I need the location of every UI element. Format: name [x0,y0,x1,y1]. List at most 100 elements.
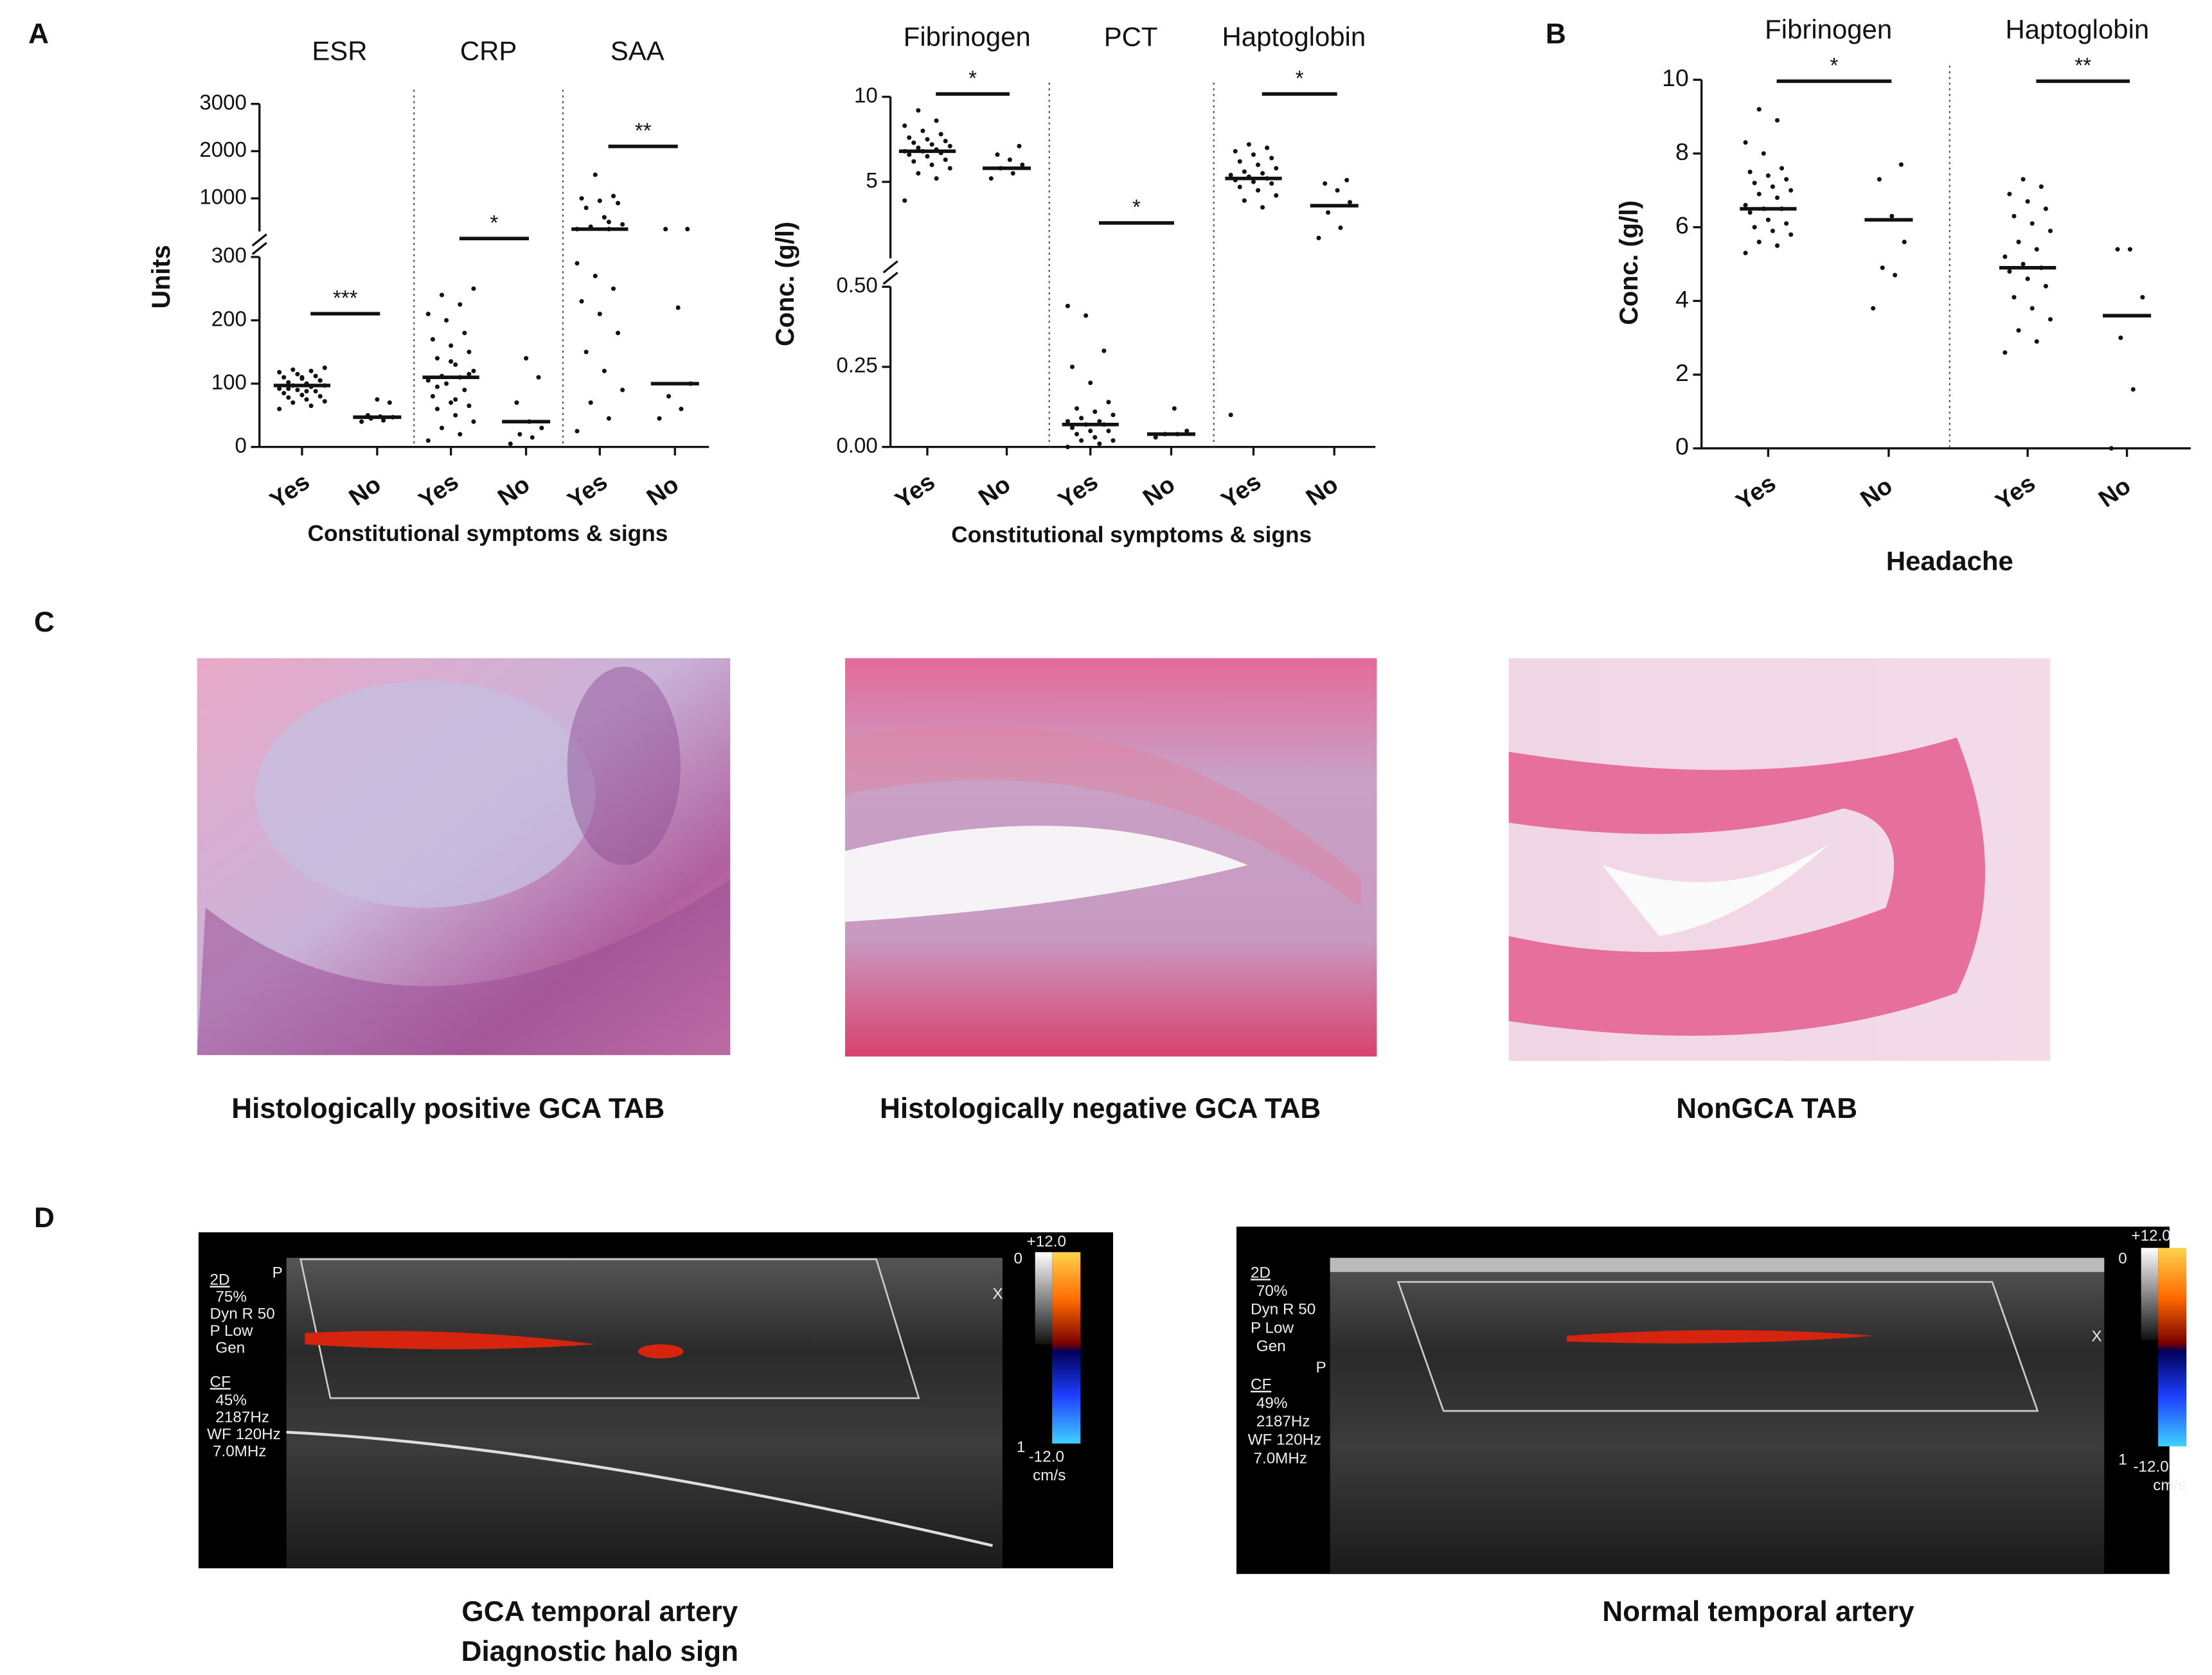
data-point [666,394,672,399]
data-point [375,397,380,402]
caption: Diagnostic halo sign [461,1636,738,1667]
data-point [2007,191,2012,197]
y-tick-label: 200 [211,307,247,331]
data-point [458,432,463,437]
data-point [1877,177,1882,182]
data-point [1765,217,1770,222]
data-point [1338,225,1343,231]
data-point [938,132,943,137]
data-point [685,227,690,232]
y-tick-label: 0.50 [836,274,877,297]
data-point [597,312,602,317]
axis-break [882,260,898,274]
data-point [467,350,472,355]
data-point [1242,169,1247,174]
data-point [1756,107,1762,112]
overlay-text: 45% [215,1392,247,1409]
y-tick-label: 10 [854,84,878,107]
data-point [916,145,921,150]
significance-label: * [1132,196,1141,220]
data-point [1242,198,1247,203]
data-point [2034,339,2039,344]
data-point [1260,171,1265,176]
data-point [988,176,994,181]
data-point [943,157,948,163]
y-axis-label: Conc. (g/l) [771,222,799,346]
data-point [1770,228,1775,233]
data-point [606,220,611,225]
data-point [430,337,435,342]
overlay-text: CF [210,1373,231,1390]
data-point [657,416,662,421]
data-point [444,381,449,386]
x-tick-label: Yes [265,468,314,513]
panel-title: Fibrinogen [904,21,1031,51]
x-tick-label: No [1301,470,1342,511]
data-point [2002,350,2008,355]
data-point [620,387,625,393]
data-point [1017,143,1022,148]
data-point [536,375,541,380]
panel-label: B [1546,18,1566,49]
data-point [2115,247,2120,252]
data-point [1075,406,1080,411]
significance-label: ** [635,120,652,143]
overlay-text: 7.0MHz [1253,1449,1307,1467]
overlay-text: 7.0MHz [213,1442,267,1460]
data-point [2025,276,2030,281]
data-point [313,389,318,394]
y-axis-label: Units [147,245,175,308]
data-point [381,418,386,423]
caption: Histologically negative GCA TAB [880,1093,1321,1124]
overlay-text: 75% [215,1288,247,1306]
data-point [1774,243,1780,248]
panel-title: Haptoglobin [1222,21,1366,51]
y-tick-label: 5 [866,169,877,193]
data-point [1880,265,1885,270]
data-point [916,171,921,176]
x-tick-label: No [641,470,683,511]
data-point [1779,166,1785,171]
y-tick-label: 1000 [199,186,247,209]
y-tick-label: 4 [1675,285,1689,312]
data-point [1260,205,1265,210]
data-point [925,137,930,142]
data-point [359,419,364,424]
overlay-text: 2187Hz [215,1408,269,1426]
data-point [2047,317,2053,322]
data-point [1347,200,1353,205]
data-point [2047,228,2053,233]
y-tick-label: 2000 [199,138,247,162]
data-point [2109,446,2114,451]
data-point [514,400,519,405]
overlay-text: 49% [1256,1394,1288,1412]
overlay-text: P [272,1264,283,1281]
data-point [929,163,934,168]
data-point [2011,213,2017,218]
axis-break [251,233,267,247]
data-point [934,176,939,181]
data-point [1237,184,1242,190]
data-point [1274,193,1279,198]
data-point [1069,425,1075,430]
histology-image [845,658,1377,1057]
data-point [616,330,621,335]
data-point [1743,251,1748,256]
panel-label: D [34,1202,55,1234]
data-point [925,154,930,159]
data-point [593,172,598,177]
data-point [929,142,934,147]
data-point [295,387,300,393]
data-point [1228,412,1233,418]
data-point [675,305,681,310]
data-point [1084,313,1089,318]
x-tick-label: No [493,470,535,511]
data-point [277,386,282,391]
caption: Histologically positive GCA TAB [231,1093,664,1124]
data-point [584,205,589,211]
data-point [277,406,282,412]
y-tick-label: 0.25 [836,354,877,378]
data-point [1765,173,1770,178]
caption: GCA temporal artery [461,1596,738,1627]
data-point [317,378,323,383]
